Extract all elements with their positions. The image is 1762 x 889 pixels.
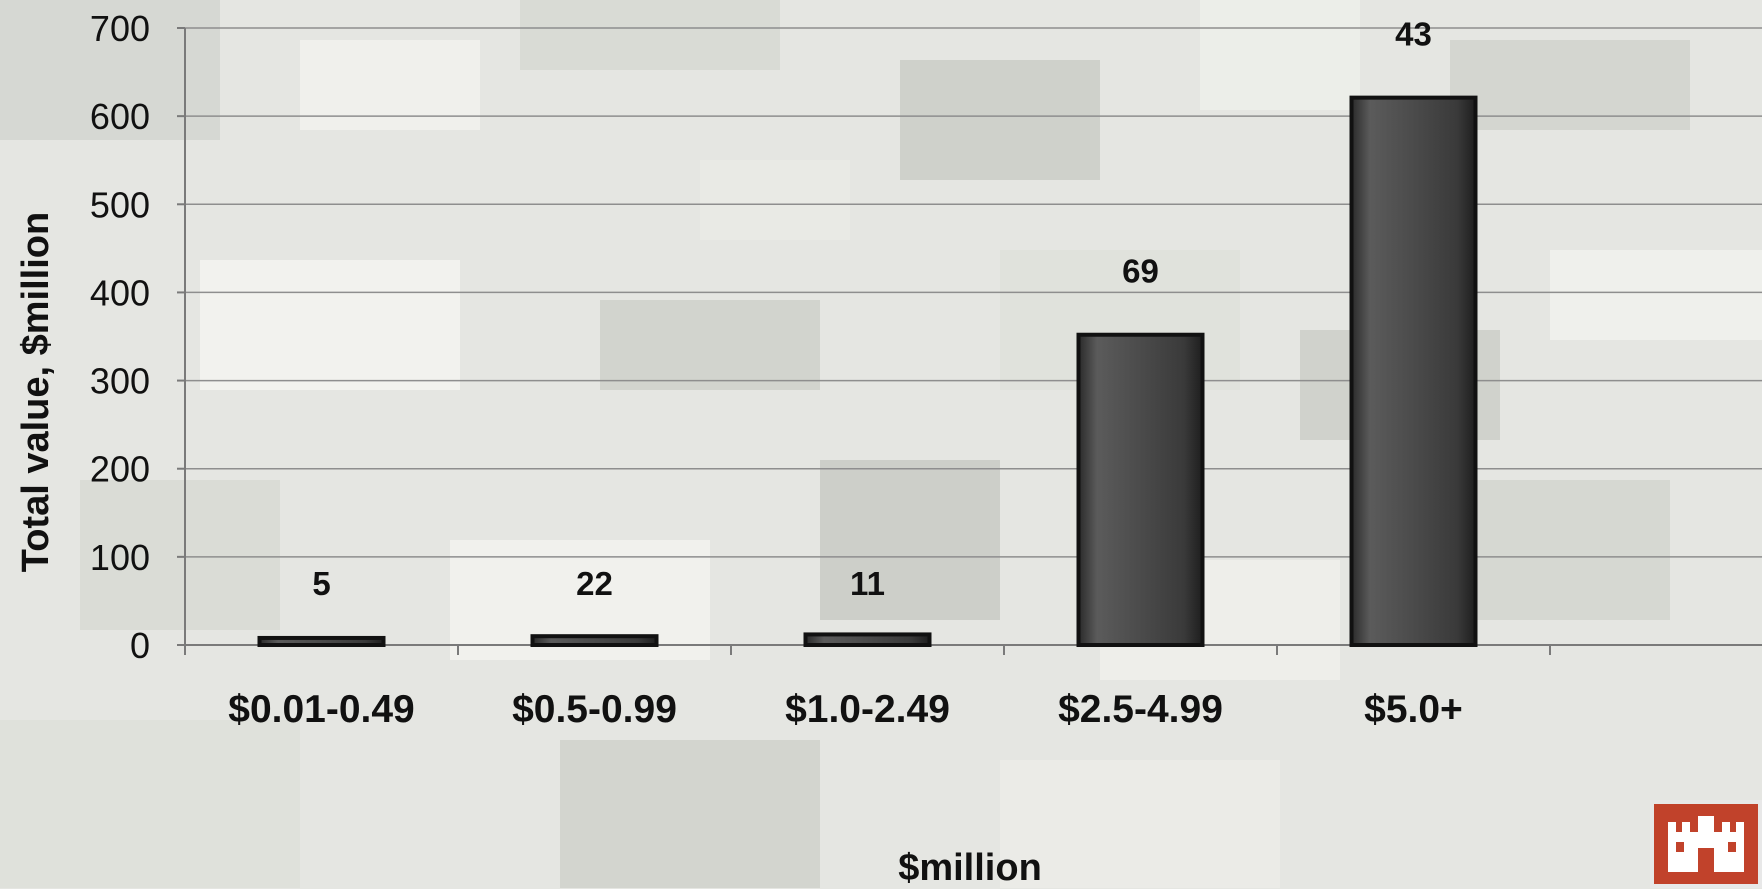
bar bbox=[803, 632, 932, 647]
camo-patch bbox=[1550, 250, 1762, 340]
x-axis-title: $million bbox=[898, 847, 1042, 888]
camo-patch bbox=[560, 740, 820, 888]
bar bbox=[1076, 332, 1205, 647]
y-tick-label: 500 bbox=[90, 184, 150, 225]
castle-logo bbox=[1650, 800, 1762, 888]
camo-patch bbox=[80, 480, 280, 630]
y-axis-title: Total value, $million bbox=[15, 212, 57, 572]
data-label: 11 bbox=[850, 565, 885, 602]
bars bbox=[257, 95, 1478, 648]
data-label: 5 bbox=[312, 565, 330, 602]
y-tick-label: 0 bbox=[130, 625, 150, 666]
x-tick-label: $0.5-0.99 bbox=[512, 688, 677, 731]
camo-patch bbox=[200, 260, 460, 390]
camo-patch bbox=[820, 460, 1000, 620]
y-tick-label: 100 bbox=[90, 537, 150, 578]
x-tick-labels: $0.01-0.49 $0.5-0.99 $1.0-2.49 $2.5-4.99 $5.… bbox=[228, 688, 1463, 731]
y-tick-label: 700 bbox=[90, 8, 150, 49]
camo-patch bbox=[600, 300, 820, 390]
y-tick-label: 400 bbox=[90, 272, 150, 313]
castle-icon bbox=[1668, 816, 1744, 872]
camo-patch bbox=[1450, 480, 1670, 620]
x-tick-label: $0.01-0.49 bbox=[228, 688, 415, 731]
camo-patch bbox=[300, 40, 480, 130]
camo-patch bbox=[1450, 40, 1690, 130]
x-tick-label: $2.5-4.99 bbox=[1058, 688, 1223, 731]
bar bbox=[257, 635, 386, 647]
data-label: 43 bbox=[1395, 16, 1432, 53]
camo-patch bbox=[520, 0, 780, 70]
axes bbox=[177, 27, 1762, 655]
y-tick-label: 600 bbox=[90, 96, 150, 137]
camo-patch bbox=[1200, 0, 1360, 110]
data-labels: 5 22 11 69 43 bbox=[312, 16, 1432, 602]
camo-patch bbox=[1000, 760, 1280, 888]
y-tick-label: 300 bbox=[90, 361, 150, 402]
y-tick-label: 200 bbox=[90, 449, 150, 490]
x-tick-label: $5.0+ bbox=[1364, 688, 1463, 731]
data-label: 22 bbox=[576, 565, 613, 602]
camo-patch bbox=[700, 160, 850, 240]
x-tick-label: $1.0-2.49 bbox=[785, 688, 950, 731]
data-label: 69 bbox=[1122, 253, 1159, 290]
bar bbox=[530, 634, 659, 648]
bar bbox=[1349, 95, 1478, 647]
camo-patch bbox=[900, 60, 1100, 180]
y-tick-labels: 0 100 200 300 400 500 600 700 bbox=[90, 8, 150, 666]
camo-patch bbox=[0, 720, 300, 888]
gridlines bbox=[185, 27, 1762, 558]
